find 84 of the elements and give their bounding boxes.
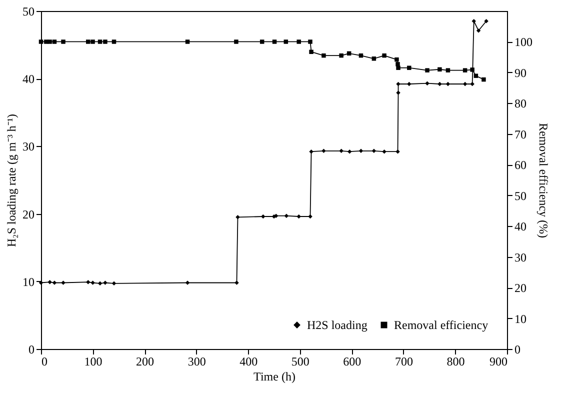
x-tick-label: 700	[394, 354, 413, 368]
legend-label: H2S loading	[307, 318, 368, 332]
point	[322, 53, 326, 58]
point	[185, 40, 190, 44]
point	[272, 40, 277, 44]
point	[61, 280, 66, 285]
point	[396, 90, 400, 95]
point	[234, 40, 238, 44]
x-tick-label: 200	[136, 354, 154, 368]
point	[98, 281, 102, 286]
x-tick-label: 0	[42, 354, 48, 368]
y2-axis-title: Removal efficiency (%)	[536, 122, 550, 238]
point	[339, 53, 344, 58]
y2-tick-label: 20	[514, 281, 526, 296]
point	[86, 280, 90, 284]
y2-tick-label: 30	[514, 250, 526, 264]
point	[462, 68, 468, 72]
point	[284, 214, 289, 218]
x-tick-label: 100	[84, 354, 102, 368]
point	[309, 149, 314, 154]
y-tick-label: 0	[28, 342, 34, 356]
x-axis-title: Time (h)	[254, 370, 296, 384]
x-tick-label: 500	[291, 354, 310, 368]
point	[52, 40, 57, 44]
point	[112, 40, 116, 44]
point	[103, 40, 108, 44]
y2-tick-label: 60	[514, 158, 526, 172]
y2-tick-label: 0	[514, 342, 520, 356]
point	[425, 81, 430, 86]
y-tick-label: 50	[22, 4, 34, 18]
y2-tick-label: 70	[514, 127, 526, 142]
y2-tick-label: 40	[514, 220, 526, 234]
y2-tick-label: 80	[514, 96, 526, 111]
point	[309, 50, 314, 54]
point	[86, 40, 90, 44]
y-tick-label: 20	[22, 207, 34, 222]
point	[396, 66, 400, 70]
y-tick-label: 30	[22, 140, 34, 154]
point	[339, 148, 344, 154]
point	[382, 149, 386, 154]
point	[347, 149, 352, 154]
point	[260, 40, 264, 44]
point	[484, 19, 488, 24]
point	[261, 214, 266, 219]
y-tick-label: 10	[22, 274, 34, 289]
point	[103, 280, 108, 285]
y2-tick-label: 90	[514, 66, 526, 80]
point	[236, 215, 240, 220]
point	[98, 40, 102, 44]
point	[474, 74, 478, 78]
point	[308, 40, 312, 44]
point	[90, 40, 95, 44]
point	[425, 68, 430, 72]
legend-label: Removal efficiency	[394, 318, 488, 332]
point	[396, 62, 400, 66]
x-tick-label: 900	[490, 354, 508, 368]
y2-tick-label: 10	[514, 312, 526, 326]
point	[358, 148, 364, 154]
point	[438, 67, 442, 72]
x-tick-label: 300	[188, 354, 206, 368]
point	[476, 28, 481, 33]
point	[296, 40, 301, 44]
point	[38, 40, 44, 44]
y2-tick-label: 100	[514, 35, 532, 50]
point	[472, 19, 476, 24]
point	[407, 66, 412, 70]
point	[470, 68, 474, 72]
point	[382, 53, 386, 58]
point	[48, 40, 52, 44]
point	[284, 40, 288, 44]
point	[112, 281, 116, 286]
y2-tick-label: 50	[514, 188, 526, 203]
y-axis-title: H₂S loading rate (g m⁻³ h⁻¹)	[4, 114, 18, 248]
x-tick-label: 400	[240, 354, 258, 368]
x-tick-label: 600	[343, 354, 362, 368]
y-tick-label: 40	[22, 72, 34, 86]
point	[61, 40, 66, 44]
point	[234, 280, 239, 285]
point	[394, 57, 399, 62]
point	[90, 280, 95, 285]
point	[482, 77, 486, 82]
point	[372, 148, 376, 154]
point	[446, 68, 450, 72]
x-tick-label: 800	[446, 354, 465, 368]
